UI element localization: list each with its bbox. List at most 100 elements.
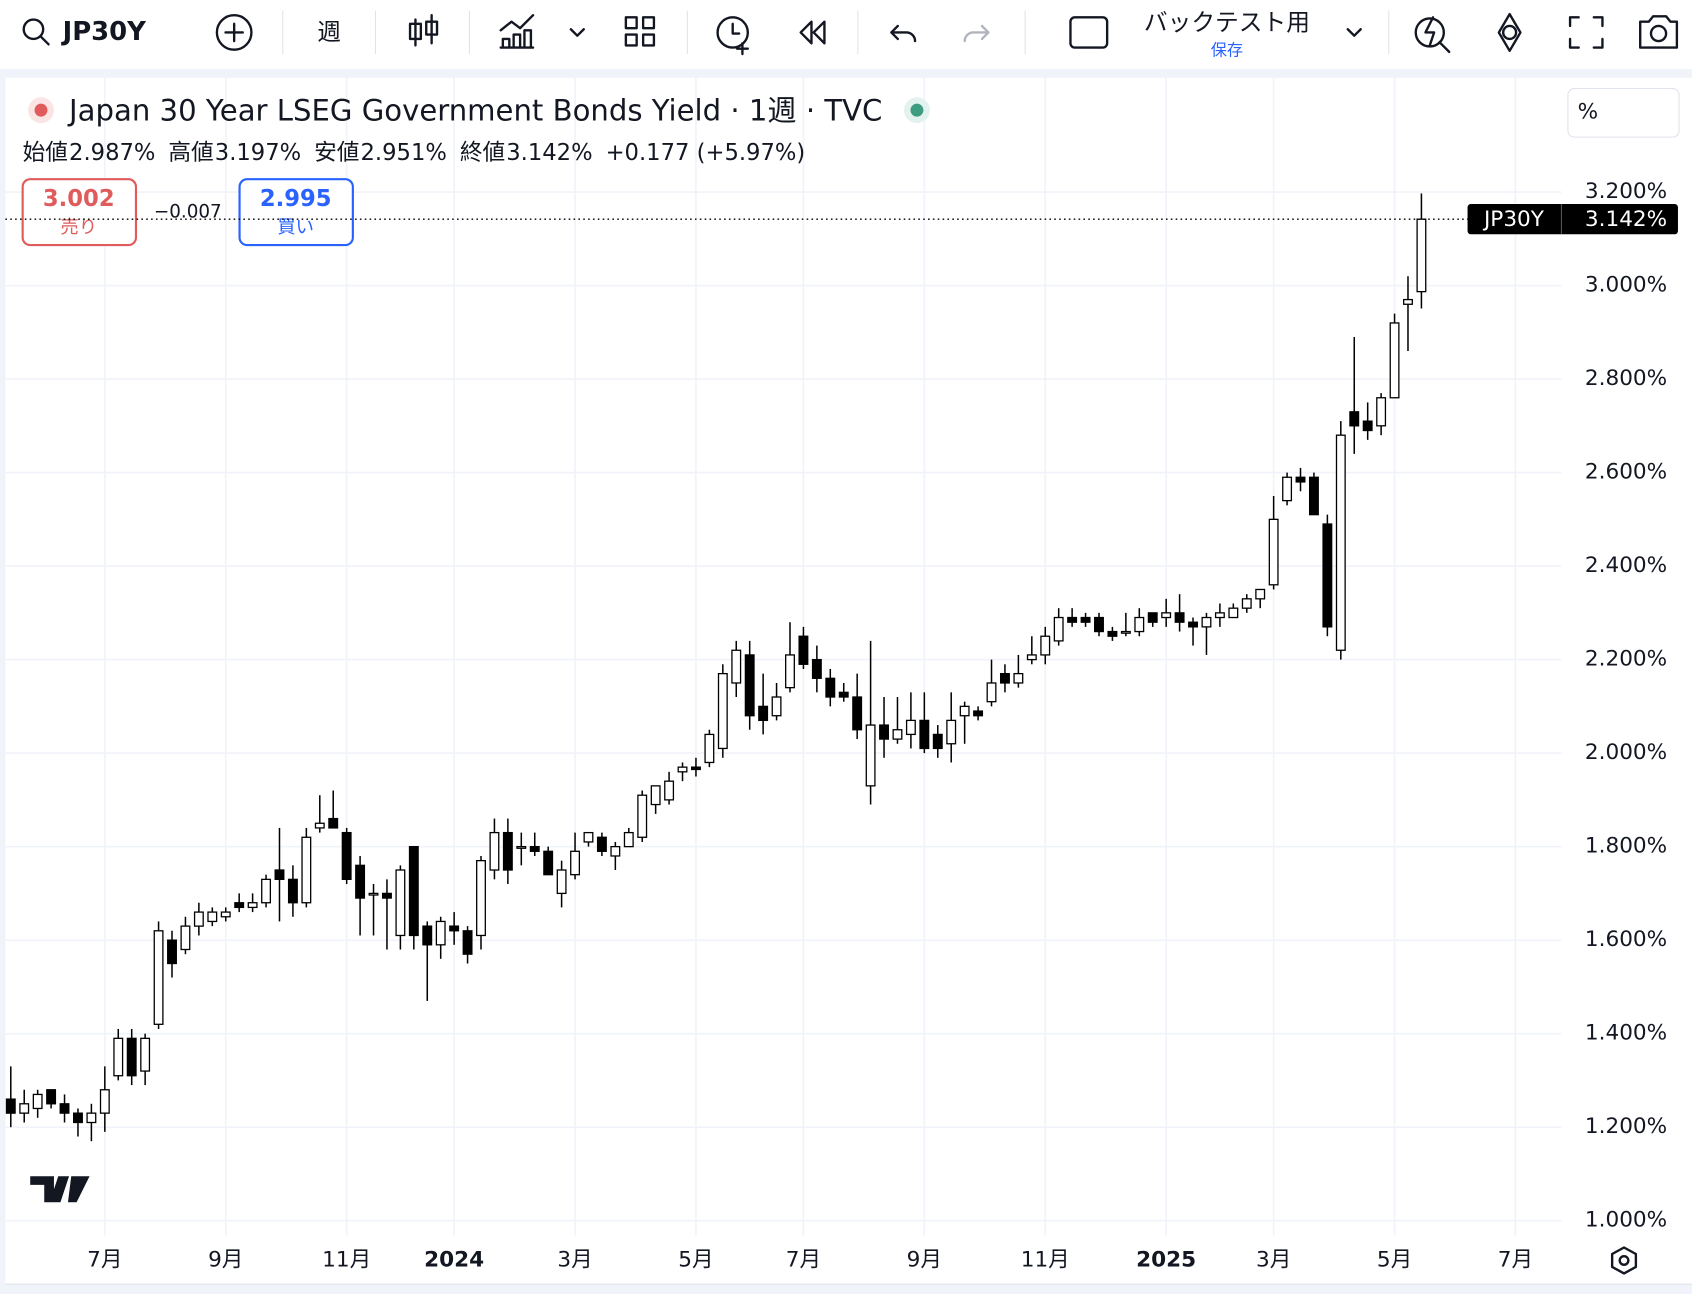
layout-icon[interactable] <box>624 16 656 47</box>
sell-label: 売り <box>60 217 97 238</box>
symbol[interactable]: JP30Y <box>61 17 147 47</box>
camera-icon[interactable] <box>1639 15 1679 49</box>
ohlc-text: 安値 <box>314 140 359 166</box>
undo-icon[interactable] <box>890 24 917 43</box>
x-tick-label: 7月 <box>786 1247 821 1272</box>
candle-body <box>1322 523 1333 628</box>
candle-body <box>140 1037 151 1072</box>
ohlc-text: 始値 <box>23 140 68 166</box>
ohlc-legend: 始値 2.987% 高値 3.197% 安値 2.951% 終値 3.142% +0.177 (… <box>23 140 806 166</box>
candle-body <box>610 845 621 857</box>
axis-settings-icon[interactable] <box>1610 1246 1638 1275</box>
candle-body <box>72 1112 83 1124</box>
candle-body <box>717 672 728 750</box>
candle-body <box>1268 518 1279 586</box>
candle-body <box>1094 616 1104 633</box>
search-icon <box>39 35 50 46</box>
candles-icon[interactable] <box>408 14 439 47</box>
settings-icon[interactable] <box>1497 12 1522 52</box>
add-icon <box>224 22 244 43</box>
toolbar: JP30Y 週 バックテスト用 保存 <box>22 8 1679 59</box>
candle-body <box>1349 411 1360 427</box>
replay-icon[interactable] <box>799 20 826 45</box>
candle-body <box>664 780 675 801</box>
add-icon[interactable] <box>215 14 253 51</box>
candle-body <box>865 724 876 787</box>
candle-body <box>328 817 339 829</box>
chevron[interactable] <box>1346 28 1362 37</box>
candle-body <box>113 1037 124 1077</box>
candle-body <box>959 705 970 717</box>
candle-body <box>287 878 298 904</box>
candle-body <box>274 869 285 881</box>
candle-body <box>1053 616 1064 642</box>
ohlc-text: 3.142% <box>506 140 592 166</box>
candle-body <box>368 892 379 896</box>
candle-body <box>1201 616 1212 628</box>
fullscreen-icon[interactable] <box>1568 16 1604 49</box>
ohlc-text: 高値 <box>168 140 213 166</box>
candle-body <box>852 696 863 731</box>
candle-body <box>247 902 258 909</box>
status-dot <box>34 103 48 117</box>
candle-body <box>1013 672 1024 684</box>
spread: −0.007 <box>154 202 222 223</box>
x-tick-label: 7月 <box>1498 1247 1533 1272</box>
candle-body <box>1040 635 1051 656</box>
candle-body <box>1308 476 1319 516</box>
candle-body <box>476 860 486 937</box>
y-tick-label: 1.400% <box>1585 1021 1667 1046</box>
candle-body <box>838 691 849 698</box>
x-tick-label: 11月 <box>1021 1247 1070 1272</box>
axis-settings-icon <box>1618 1254 1630 1266</box>
settings-icon <box>1501 24 1518 41</box>
candle-body <box>462 930 473 955</box>
x-tick-label: 5月 <box>1377 1247 1412 1272</box>
candle-body <box>516 845 527 849</box>
price-tag <box>1467 204 1678 235</box>
backtest-label[interactable]: バックテスト用 <box>1144 8 1310 36</box>
x-tick-label: 2024 <box>424 1247 484 1272</box>
candle-body <box>1362 420 1373 432</box>
candle-body <box>932 733 943 750</box>
candle-body <box>811 658 822 679</box>
logo[interactable] <box>30 1176 90 1203</box>
y-tick-label: 1.200% <box>1585 1114 1667 1139</box>
candle-body <box>180 925 191 951</box>
unit-box[interactable] <box>1567 88 1680 138</box>
save-label[interactable]: 保存 <box>1211 40 1243 59</box>
candle-body <box>1161 612 1172 619</box>
interval[interactable]: 週 <box>317 18 341 46</box>
candle-body <box>637 794 648 838</box>
buy-button[interactable] <box>238 178 354 247</box>
checkbox[interactable] <box>1069 16 1109 49</box>
sell-price: 3.002 <box>43 186 115 212</box>
redo-icon[interactable] <box>963 24 990 43</box>
candle-body <box>973 710 984 717</box>
alert-icon[interactable] <box>716 16 749 49</box>
sell-button[interactable] <box>21 178 138 247</box>
search-icon[interactable] <box>22 18 45 41</box>
candle-body <box>1228 607 1239 619</box>
y-tick-label: 2.400% <box>1585 553 1667 578</box>
candle-body <box>744 654 755 717</box>
candle-body <box>301 836 312 904</box>
chevron[interactable] <box>569 28 585 37</box>
candle-body <box>1376 397 1387 427</box>
ohlc-text: 3.197% <box>215 140 301 166</box>
y-tick-label: 2.600% <box>1585 460 1667 485</box>
candle-body <box>892 729 903 740</box>
candle-body <box>86 1112 97 1124</box>
x-tick-label: 11月 <box>322 1247 371 1272</box>
candle-body <box>220 911 231 918</box>
candle-body <box>986 682 997 703</box>
candle-body <box>234 902 245 909</box>
price-tag-symbol: JP30Y <box>1482 207 1545 232</box>
ohlc-text: 2.951% <box>361 140 447 166</box>
indicators-icon[interactable] <box>499 14 535 49</box>
candle-body <box>1389 322 1400 399</box>
candle-body <box>1067 616 1078 623</box>
candle-body <box>395 869 406 937</box>
y-tick-label: 3.000% <box>1585 273 1667 298</box>
